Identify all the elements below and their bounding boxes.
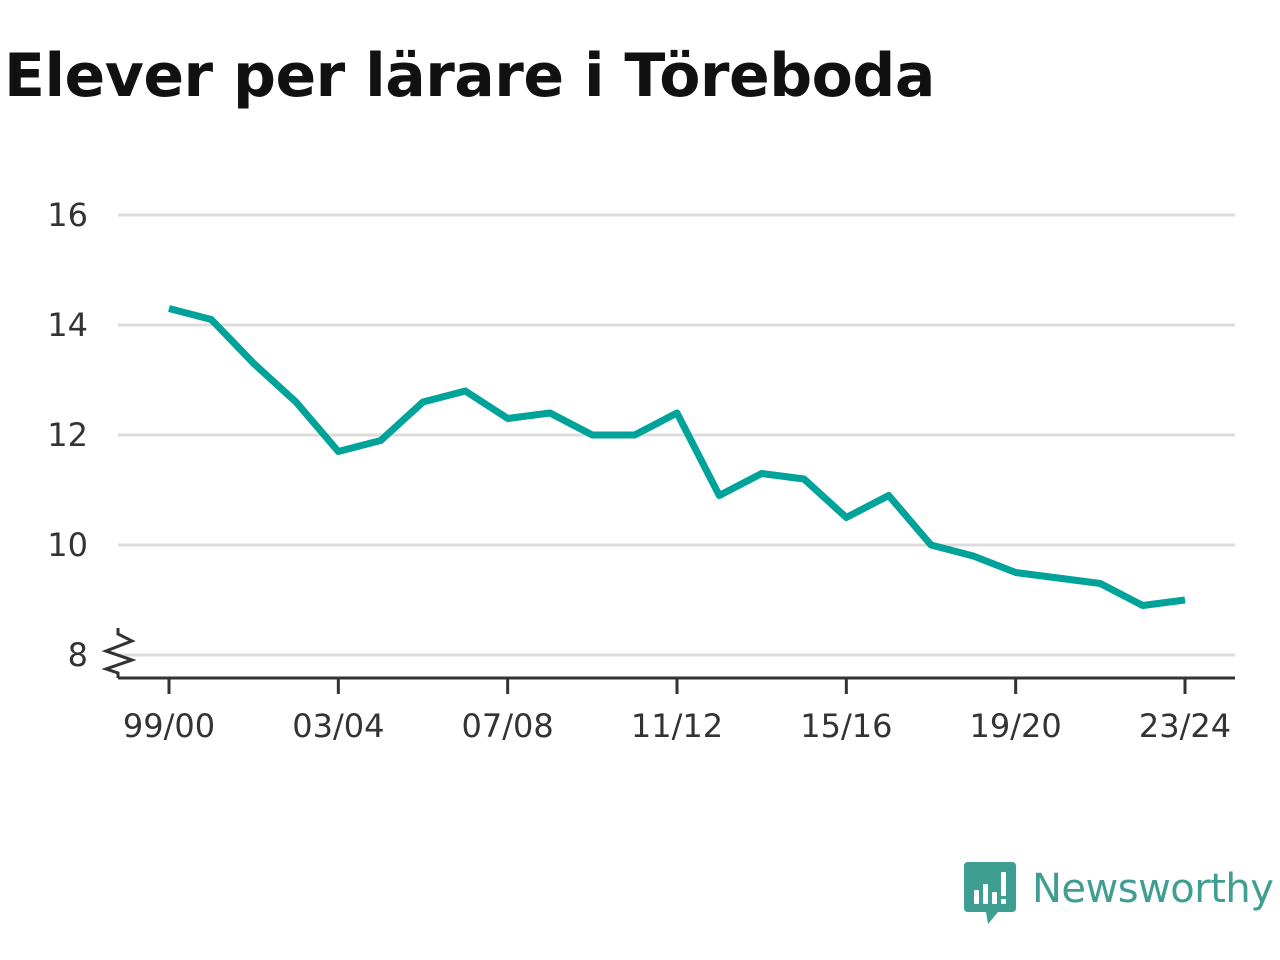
x-tick-label: 99/00 — [123, 707, 215, 745]
chart-title: Elever per lärare i Töreboda — [4, 41, 935, 111]
y-tick-label: 14 — [47, 306, 88, 344]
series-line — [168, 305, 1186, 609]
x-tick-label: 07/08 — [462, 707, 554, 745]
x-tick-label: 03/04 — [292, 707, 384, 745]
brand-logo: Newsworthy — [964, 862, 1274, 928]
x-tick-label: 19/20 — [970, 707, 1062, 745]
y-tick-label: 8 — [68, 636, 88, 674]
bar-chart-speech-bubble-icon — [964, 862, 1016, 924]
y-axis: 8 10 12 14 16 — [47, 196, 137, 678]
grid-lines — [118, 213, 1235, 657]
x-tick-label: 23/24 — [1139, 707, 1231, 745]
x-tick-label: 11/12 — [631, 707, 723, 745]
y-tick-label: 12 — [47, 416, 88, 454]
y-tick-label: 16 — [47, 196, 88, 234]
brand-name: Newsworthy — [1032, 866, 1274, 912]
x-tick-label: 15/16 — [800, 707, 892, 745]
series — [168, 305, 1186, 609]
y-axis-break — [101, 628, 137, 678]
x-axis: 99/00 03/04 07/08 11/12 15/16 19/20 23/24 — [118, 676, 1235, 745]
line-chart: 8 10 12 14 16 99/00 03/04 07/08 11/12 15/16 19/20… — [47, 196, 1235, 745]
y-tick-label: 10 — [47, 526, 88, 564]
